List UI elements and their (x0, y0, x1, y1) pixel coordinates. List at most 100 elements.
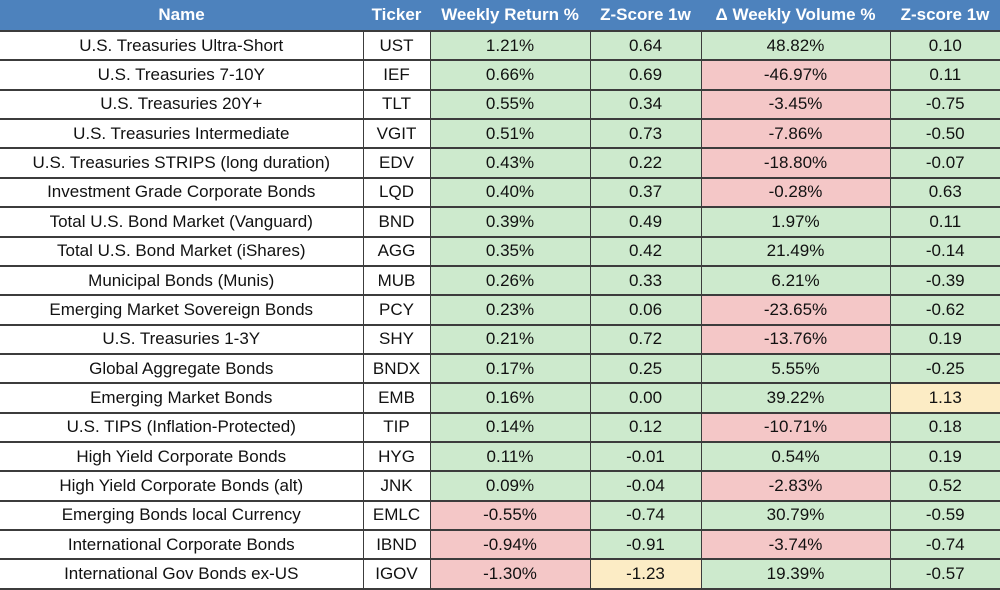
zscore-volume-cell: -0.50 (889, 118, 1000, 149)
table-row: High Yield Corporate Bonds (alt) JNK 0.09%… (0, 470, 1000, 501)
ticker-cell: TLT (362, 88, 430, 120)
name-cell: U.S. Treasuries Intermediate (0, 118, 363, 149)
name-cell: U.S. Treasuries 20Y+ (0, 88, 363, 120)
weekly-return-cell: 0.09% (429, 470, 590, 501)
zscore-return-cell: 0.00 (589, 382, 701, 413)
ticker-cell: UST (362, 29, 430, 61)
name-cell: International Corporate Bonds (0, 529, 363, 560)
zscore-return-cell: -0.04 (589, 470, 701, 501)
column-header-zscore-volume: Z-score 1w (890, 0, 1000, 31)
zscore-volume-cell: 0.11 (889, 206, 1000, 237)
zscore-volume-cell: 0.10 (889, 29, 1000, 61)
zscore-return-cell: 0.25 (589, 352, 701, 384)
ticker-cell: EMLC (362, 499, 430, 531)
ticker-cell: IGOV (362, 558, 430, 590)
weekly-return-cell: -0.55% (429, 499, 590, 531)
weekly-volume-cell: 39.22% (700, 382, 890, 413)
zscore-volume-cell: -0.39 (889, 264, 1000, 296)
zscore-volume-cell: 0.52 (889, 470, 1000, 501)
ticker-cell: TIP (362, 411, 430, 443)
weekly-return-cell: 0.51% (429, 118, 590, 149)
table-row: Total U.S. Bond Market (iShares) AGG 0.35%… (0, 235, 1000, 266)
name-cell: U.S. Treasuries 7-10Y (0, 59, 363, 90)
name-cell: Municipal Bonds (Munis) (0, 264, 363, 296)
zscore-volume-cell: -0.25 (889, 352, 1000, 384)
zscore-return-cell: -0.01 (589, 441, 701, 472)
zscore-volume-cell: -0.74 (889, 529, 1000, 560)
table-row: U.S. Treasuries STRIPS (long duration) ED… (0, 147, 1000, 178)
weekly-return-cell: 0.66% (429, 59, 590, 90)
weekly-volume-cell: 5.55% (700, 352, 890, 384)
ticker-cell: PCY (362, 294, 430, 325)
ticker-cell: MUB (362, 264, 430, 296)
weekly-volume-cell: 1.97% (700, 206, 890, 237)
weekly-volume-cell: 0.54% (700, 441, 890, 472)
zscore-return-cell: 0.72 (589, 323, 701, 354)
weekly-volume-cell: -0.28% (700, 176, 890, 208)
weekly-volume-cell: -18.80% (700, 147, 890, 178)
column-header-zscore-return: Z-Score 1w (590, 0, 701, 31)
table-body: U.S. Treasuries Ultra-Short UST 1.21% 0.64 4… (0, 29, 1000, 590)
name-cell: Investment Grade Corporate Bonds (0, 176, 363, 208)
table-row: Emerging Market Sovereign Bonds PCY 0.23% 0… (0, 294, 1000, 325)
name-cell: Emerging Bonds local Currency (0, 499, 363, 531)
zscore-return-cell: 0.69 (589, 59, 701, 90)
weekly-volume-cell: 21.49% (700, 235, 890, 266)
zscore-volume-cell: -0.75 (889, 88, 1000, 120)
name-cell: Emerging Market Sovereign Bonds (0, 294, 363, 325)
name-cell: U.S. Treasuries STRIPS (long duration) (0, 147, 363, 178)
name-cell: U.S. TIPS (Inflation-Protected) (0, 411, 363, 443)
table-row: Total U.S. Bond Market (Vanguard) BND 0.39… (0, 206, 1000, 237)
table-row: Emerging Bonds local Currency EMLC -0.55% -… (0, 499, 1000, 531)
zscore-return-cell: 0.37 (589, 176, 701, 208)
table-row: Global Aggregate Bonds BNDX 0.17% 0.25 5.55%… (0, 352, 1000, 384)
zscore-return-cell: 0.22 (589, 147, 701, 178)
zscore-return-cell: -0.91 (589, 529, 701, 560)
weekly-return-cell: 0.35% (429, 235, 590, 266)
ticker-cell: AGG (362, 235, 430, 266)
table-row: High Yield Corporate Bonds HYG 0.11% -0.01 0… (0, 441, 1000, 472)
ticker-cell: IBND (362, 529, 430, 560)
weekly-return-cell: 0.23% (429, 294, 590, 325)
header-row: Name Ticker Weekly Return % Z-Score 1w Δ… (0, 0, 1000, 31)
zscore-volume-cell: -0.57 (889, 558, 1000, 590)
zscore-return-cell: 0.73 (589, 118, 701, 149)
ticker-cell: IEF (362, 59, 430, 90)
weekly-return-cell: 0.40% (429, 176, 590, 208)
weekly-volume-cell: -10.71% (700, 411, 890, 443)
weekly-volume-cell: -7.86% (700, 118, 890, 149)
zscore-volume-cell: -0.07 (889, 147, 1000, 178)
name-cell: Total U.S. Bond Market (iShares) (0, 235, 363, 266)
weekly-return-cell: 0.26% (429, 264, 590, 296)
zscore-volume-cell: 0.11 (889, 59, 1000, 90)
weekly-volume-cell: -23.65% (700, 294, 890, 325)
table-row: Investment Grade Corporate Bonds LQD 0.40%… (0, 176, 1000, 208)
weekly-volume-cell: -13.76% (700, 323, 890, 354)
table-row: U.S. Treasuries Intermediate VGIT 0.51% 0.7… (0, 118, 1000, 149)
weekly-volume-cell: 19.39% (700, 558, 890, 590)
table-row: U.S. Treasuries 1-3Y SHY 0.21% 0.72 -13.76% 0… (0, 323, 1000, 354)
zscore-volume-cell: 1.13 (889, 382, 1000, 413)
zscore-return-cell: 0.49 (589, 206, 701, 237)
zscore-return-cell: -0.74 (589, 499, 701, 531)
table-row: Municipal Bonds (Munis) MUB 0.26% 0.33 6.21%… (0, 264, 1000, 296)
zscore-volume-cell: 0.19 (889, 441, 1000, 472)
weekly-volume-cell: 30.79% (700, 499, 890, 531)
zscore-volume-cell: -0.14 (889, 235, 1000, 266)
weekly-volume-cell: 6.21% (700, 264, 890, 296)
weekly-volume-cell: -3.74% (700, 529, 890, 560)
weekly-volume-cell: -3.45% (700, 88, 890, 120)
zscore-return-cell: 0.33 (589, 264, 701, 296)
name-cell: Total U.S. Bond Market (Vanguard) (0, 206, 363, 237)
ticker-cell: EDV (362, 147, 430, 178)
name-cell: High Yield Corporate Bonds (alt) (0, 470, 363, 501)
zscore-volume-cell: -0.59 (889, 499, 1000, 531)
column-header-weekly-volume: Δ Weekly Volume % (701, 0, 890, 31)
table-row: U.S. Treasuries 20Y+ TLT 0.55% 0.34 -3.45% -0… (0, 88, 1000, 120)
table-row: International Gov Bonds ex-US IGOV -1.30% -… (0, 558, 1000, 590)
zscore-volume-cell: 0.63 (889, 176, 1000, 208)
name-cell: U.S. Treasuries Ultra-Short (0, 29, 363, 61)
name-cell: Global Aggregate Bonds (0, 352, 363, 384)
ticker-cell: EMB (362, 382, 430, 413)
